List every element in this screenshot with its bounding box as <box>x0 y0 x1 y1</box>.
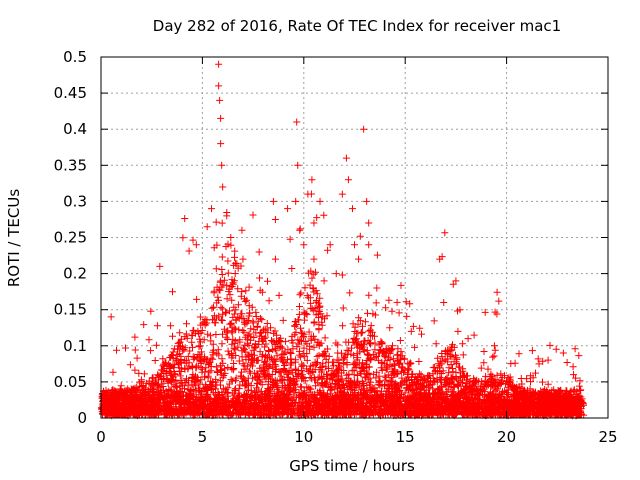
data-point <box>292 197 300 205</box>
axis-ticks: 0 0.05 0.1 0.15 0.2 0.25 0.3 0.35 0.4 0.45 0.5 0 5 10… <box>54 48 618 446</box>
data-point <box>216 96 224 104</box>
x-tick-label: 10 <box>294 428 313 446</box>
data-point <box>308 176 316 184</box>
data-point <box>294 161 302 169</box>
y-tick-label: 0.1 <box>63 337 87 355</box>
data-point <box>342 154 350 162</box>
data-points <box>97 60 588 420</box>
data-point <box>436 255 444 263</box>
x-tick-label: 25 <box>598 428 617 446</box>
data-point <box>440 298 448 306</box>
data-point <box>320 277 328 285</box>
data-point <box>365 219 373 227</box>
x-axis-label: GPS time / hours <box>289 457 415 475</box>
data-point <box>215 60 223 68</box>
y-tick-label: 0.4 <box>63 120 87 138</box>
plot-frame <box>100 56 609 419</box>
data-point <box>239 255 247 263</box>
data-point <box>219 183 227 191</box>
roti-point-cloud <box>98 190 585 419</box>
data-point <box>452 277 460 285</box>
y-axis-label: ROTI / TECUs <box>5 189 23 287</box>
data-point <box>373 284 381 292</box>
data-point <box>310 219 318 227</box>
y-tick-label: 0.5 <box>63 48 87 66</box>
data-point <box>217 114 225 122</box>
data-point <box>332 270 340 278</box>
y-tick-label: 0.15 <box>54 301 87 319</box>
x-tick-label: 20 <box>497 428 516 446</box>
data-point <box>344 176 352 184</box>
chart-title: Day 282 of 2016, Rate Of TEC Index for r… <box>153 17 561 35</box>
data-point <box>223 212 231 220</box>
data-point <box>227 234 235 241</box>
data-point <box>570 371 578 379</box>
data-point <box>107 313 115 321</box>
y-tick-label: 0.3 <box>63 192 87 210</box>
data-point <box>215 82 223 90</box>
data-point <box>464 335 472 343</box>
data-point <box>316 197 324 205</box>
data-point <box>310 255 318 263</box>
data-point <box>304 190 312 198</box>
data-point <box>456 306 464 314</box>
data-point <box>338 190 346 198</box>
data-point <box>559 349 567 357</box>
y-tick-label: 0.45 <box>54 84 87 102</box>
data-point <box>454 327 462 335</box>
data-point <box>326 241 334 249</box>
data-point <box>255 248 263 256</box>
x-tick-label: 15 <box>396 428 415 446</box>
roti-base-band <box>97 390 588 420</box>
data-point <box>208 205 216 213</box>
data-point <box>355 255 363 263</box>
y-tick-label: 0.35 <box>54 156 87 174</box>
data-point <box>365 241 373 249</box>
x-tick-label: 0 <box>96 428 106 446</box>
data-point <box>351 241 358 249</box>
data-point <box>269 197 277 205</box>
data-point <box>363 197 371 205</box>
data-point <box>293 118 301 126</box>
data-point <box>535 360 543 368</box>
y-tick-label: 0.2 <box>63 265 87 283</box>
data-point <box>192 241 200 249</box>
data-point <box>217 140 225 148</box>
data-point <box>300 241 308 249</box>
data-point <box>238 226 246 234</box>
grid-lines <box>101 57 608 418</box>
data-point <box>156 262 164 270</box>
data-point <box>218 161 226 169</box>
data-point <box>271 255 279 263</box>
data-point <box>407 327 415 335</box>
data-point <box>348 205 356 213</box>
data-point <box>490 342 498 350</box>
data-point <box>360 125 368 133</box>
data-point <box>271 215 279 223</box>
y-tick-label: 0.25 <box>54 229 87 247</box>
y-tick-label: 0 <box>77 409 87 427</box>
y-tick-label: 0.05 <box>54 373 87 391</box>
x-tick-label: 5 <box>198 428 208 446</box>
data-point <box>284 205 292 213</box>
data-point <box>296 226 304 234</box>
